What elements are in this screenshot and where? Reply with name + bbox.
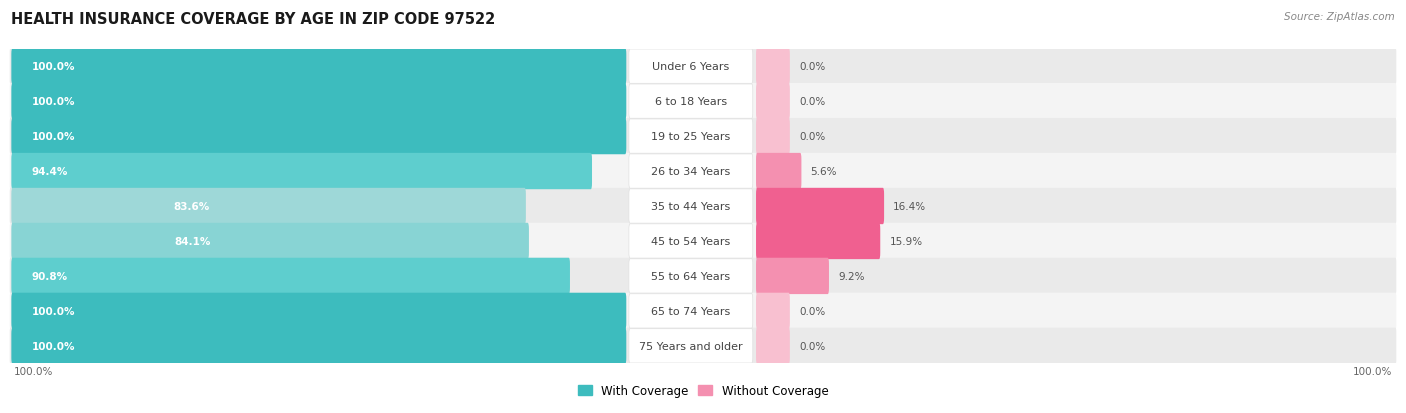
Text: 35 to 44 Years: 35 to 44 Years xyxy=(651,202,731,211)
FancyBboxPatch shape xyxy=(10,328,1396,364)
Text: 19 to 25 Years: 19 to 25 Years xyxy=(651,132,731,142)
FancyBboxPatch shape xyxy=(11,154,592,190)
FancyBboxPatch shape xyxy=(756,49,790,85)
Text: 100.0%: 100.0% xyxy=(31,306,75,316)
Text: 84.1%: 84.1% xyxy=(174,236,211,247)
Text: 45 to 54 Years: 45 to 54 Years xyxy=(651,236,731,247)
Text: 55 to 64 Years: 55 to 64 Years xyxy=(651,271,730,281)
FancyBboxPatch shape xyxy=(628,259,752,293)
FancyBboxPatch shape xyxy=(628,154,752,189)
FancyBboxPatch shape xyxy=(756,258,830,294)
Text: 100.0%: 100.0% xyxy=(14,366,53,376)
FancyBboxPatch shape xyxy=(10,119,1396,155)
FancyBboxPatch shape xyxy=(628,294,752,328)
FancyBboxPatch shape xyxy=(10,49,1396,85)
Text: 100.0%: 100.0% xyxy=(31,97,75,107)
Text: 0.0%: 0.0% xyxy=(799,62,825,72)
Text: 9.2%: 9.2% xyxy=(838,271,865,281)
FancyBboxPatch shape xyxy=(10,223,1396,259)
FancyBboxPatch shape xyxy=(756,119,790,155)
FancyBboxPatch shape xyxy=(11,49,626,85)
Text: 65 to 74 Years: 65 to 74 Years xyxy=(651,306,731,316)
FancyBboxPatch shape xyxy=(11,119,626,155)
Text: HEALTH INSURANCE COVERAGE BY AGE IN ZIP CODE 97522: HEALTH INSURANCE COVERAGE BY AGE IN ZIP … xyxy=(11,12,495,27)
Text: 94.4%: 94.4% xyxy=(31,166,67,177)
Text: 5.6%: 5.6% xyxy=(811,166,837,177)
FancyBboxPatch shape xyxy=(10,154,1396,190)
Text: 100.0%: 100.0% xyxy=(1353,366,1392,376)
FancyBboxPatch shape xyxy=(10,258,1396,294)
Text: 6 to 18 Years: 6 to 18 Years xyxy=(655,97,727,107)
Text: 0.0%: 0.0% xyxy=(799,306,825,316)
FancyBboxPatch shape xyxy=(756,223,880,259)
FancyBboxPatch shape xyxy=(11,223,529,259)
FancyBboxPatch shape xyxy=(628,120,752,154)
FancyBboxPatch shape xyxy=(756,84,790,120)
FancyBboxPatch shape xyxy=(11,188,526,225)
Text: 0.0%: 0.0% xyxy=(799,341,825,351)
FancyBboxPatch shape xyxy=(11,84,626,120)
FancyBboxPatch shape xyxy=(756,188,884,225)
FancyBboxPatch shape xyxy=(11,328,626,364)
Text: 0.0%: 0.0% xyxy=(799,97,825,107)
Text: 83.6%: 83.6% xyxy=(174,202,209,211)
FancyBboxPatch shape xyxy=(10,188,1396,225)
FancyBboxPatch shape xyxy=(628,50,752,84)
Text: 100.0%: 100.0% xyxy=(31,341,75,351)
FancyBboxPatch shape xyxy=(11,258,569,294)
Text: 26 to 34 Years: 26 to 34 Years xyxy=(651,166,731,177)
Text: 16.4%: 16.4% xyxy=(893,202,927,211)
Text: 100.0%: 100.0% xyxy=(31,62,75,72)
FancyBboxPatch shape xyxy=(11,293,626,329)
FancyBboxPatch shape xyxy=(628,224,752,259)
Text: 15.9%: 15.9% xyxy=(890,236,922,247)
Legend: With Coverage, Without Coverage: With Coverage, Without Coverage xyxy=(572,379,834,401)
Text: 100.0%: 100.0% xyxy=(31,132,75,142)
FancyBboxPatch shape xyxy=(628,329,752,363)
Text: Source: ZipAtlas.com: Source: ZipAtlas.com xyxy=(1284,12,1395,22)
FancyBboxPatch shape xyxy=(756,154,801,190)
FancyBboxPatch shape xyxy=(756,293,790,329)
FancyBboxPatch shape xyxy=(756,328,790,364)
Text: 0.0%: 0.0% xyxy=(799,132,825,142)
Text: Under 6 Years: Under 6 Years xyxy=(652,62,730,72)
FancyBboxPatch shape xyxy=(10,293,1396,329)
FancyBboxPatch shape xyxy=(10,84,1396,120)
FancyBboxPatch shape xyxy=(628,85,752,119)
FancyBboxPatch shape xyxy=(628,190,752,223)
Text: 90.8%: 90.8% xyxy=(31,271,67,281)
Text: 75 Years and older: 75 Years and older xyxy=(638,341,742,351)
